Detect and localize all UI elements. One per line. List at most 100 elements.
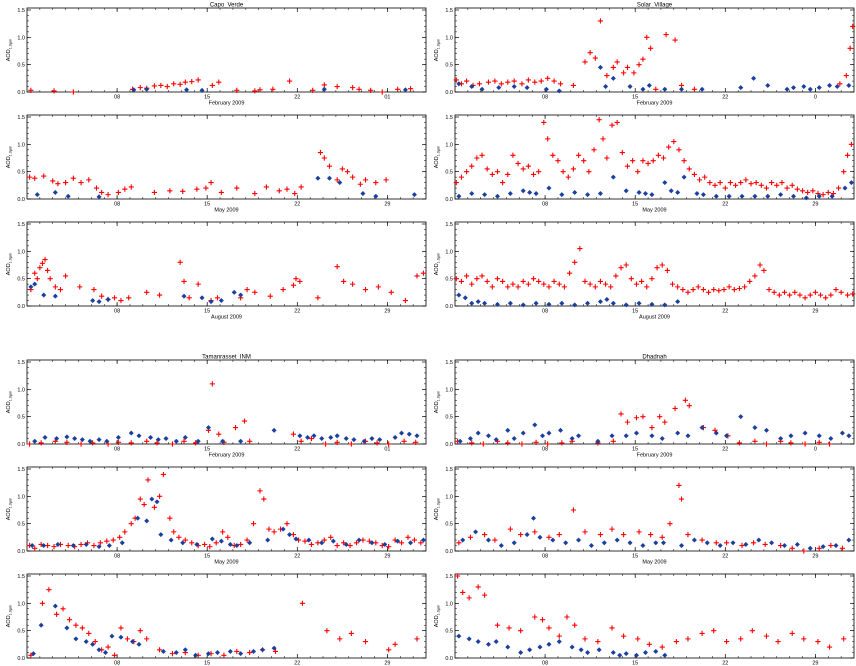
y-axis-label-main: AOD: [434, 156, 440, 168]
data-point-diamond: [627, 83, 633, 90]
data-point-plus: [659, 644, 665, 650]
data-point-plus: [323, 441, 329, 447]
data-point-plus: [711, 628, 717, 634]
data-point-diamond: [30, 651, 37, 657]
x-axis-label: May 2009: [642, 560, 666, 566]
data-point-plus: [407, 86, 414, 92]
data-point-diamond: [70, 542, 76, 549]
data-point-plus: [341, 278, 347, 284]
data-point-plus: [373, 180, 379, 186]
data-point-diamond: [319, 435, 325, 442]
x-tick-label: 15: [632, 447, 638, 453]
data-point-plus: [500, 278, 506, 284]
data-point-diamond: [286, 532, 293, 538]
data-point-diamond: [218, 297, 224, 304]
data-point-diamond: [839, 430, 845, 436]
data-point-diamond: [794, 541, 800, 548]
data-point-plus: [727, 180, 734, 186]
data-point-plus: [621, 633, 627, 639]
data-point-diamond: [163, 435, 169, 442]
x-tick-label: 08: [542, 554, 548, 560]
data-point-plus: [635, 169, 641, 175]
y-axis-label-main: AOD: [434, 263, 440, 275]
data-point-plus: [362, 639, 369, 645]
data-point-plus: [776, 292, 782, 298]
data-point-diamond: [609, 433, 615, 439]
data-point-plus: [556, 281, 562, 287]
data-point-plus: [762, 541, 768, 548]
data-point-plus: [628, 276, 634, 282]
data-point-plus: [362, 177, 369, 183]
data-point-plus: [699, 537, 705, 543]
data-point-plus: [350, 174, 356, 180]
data-point-plus: [284, 186, 290, 192]
data-point-plus: [810, 188, 816, 194]
data-point-plus: [388, 289, 394, 295]
plot-frame: [26, 7, 427, 93]
plot-frame: [454, 114, 855, 200]
data-point-plus: [79, 625, 85, 631]
data-point-plus: [375, 284, 381, 290]
data-point-plus: [453, 276, 459, 282]
data-point-plus: [843, 73, 849, 79]
data-point-plus: [789, 182, 795, 188]
data-point-plus: [63, 180, 69, 186]
data-point-plus: [110, 537, 116, 543]
data-point-plus: [841, 636, 847, 642]
data-point-diamond: [834, 83, 840, 90]
y-tick-label: 1.0: [445, 601, 453, 607]
data-point-plus: [667, 521, 673, 527]
data-point-diamond: [588, 542, 595, 549]
y-tick-label: 1.0: [17, 142, 25, 148]
data-point-diamond: [315, 175, 321, 181]
data-point-plus: [137, 496, 143, 502]
y-tick-label: 1.5: [445, 360, 453, 366]
data-point-diamond: [765, 193, 771, 199]
data-point-diamond: [816, 433, 822, 439]
data-point-plus: [247, 438, 253, 444]
chart-title: Dhadnah: [642, 355, 666, 361]
data-point-diamond: [181, 293, 187, 299]
data-point-plus: [676, 482, 682, 488]
data-point-diamond: [128, 430, 134, 436]
data-point-plus: [156, 493, 163, 499]
data-point-plus: [815, 639, 821, 645]
y-tick-label: 0.0: [17, 549, 25, 555]
data-point-plus: [111, 652, 118, 658]
data-point-diamond: [642, 649, 649, 656]
data-point-diamond: [475, 639, 481, 645]
data-point-diamond: [595, 438, 601, 444]
data-point-diamond: [64, 434, 70, 440]
data-point-diamond: [136, 641, 142, 647]
data-point-diamond: [168, 537, 174, 543]
y-axis-label-main: AOD: [6, 615, 12, 627]
data-point-diamond: [473, 529, 479, 535]
x-tick-label: 29: [812, 554, 818, 560]
data-point-plus: [575, 152, 582, 158]
x-tick-label: 29: [384, 309, 390, 315]
data-point-diamond: [129, 639, 136, 645]
data-point-plus: [592, 284, 598, 290]
data-point-diamond: [52, 293, 58, 299]
data-point-plus: [500, 180, 506, 186]
data-point-diamond: [238, 651, 244, 657]
data-point-plus: [276, 188, 282, 194]
data-point-plus: [386, 544, 392, 550]
data-point-plus: [732, 182, 739, 188]
plot-frame: [26, 359, 427, 445]
data-point-diamond: [846, 82, 852, 89]
x-tick-label: 29: [812, 309, 818, 315]
data-point-diamond: [182, 434, 188, 441]
data-point-plus: [640, 56, 646, 62]
x-axis-label: May 2009: [642, 208, 666, 214]
data-point-plus: [250, 521, 257, 527]
data-point-diamond: [678, 86, 685, 92]
data-point-plus: [207, 544, 213, 550]
y-tick-label: 0.0: [17, 90, 25, 96]
data-point-plus: [280, 287, 286, 293]
data-point-plus: [111, 295, 118, 301]
data-point-plus: [805, 189, 811, 196]
data-point-diamond: [633, 652, 640, 658]
data-point-diamond: [790, 85, 797, 91]
data-point-plus: [182, 79, 188, 85]
